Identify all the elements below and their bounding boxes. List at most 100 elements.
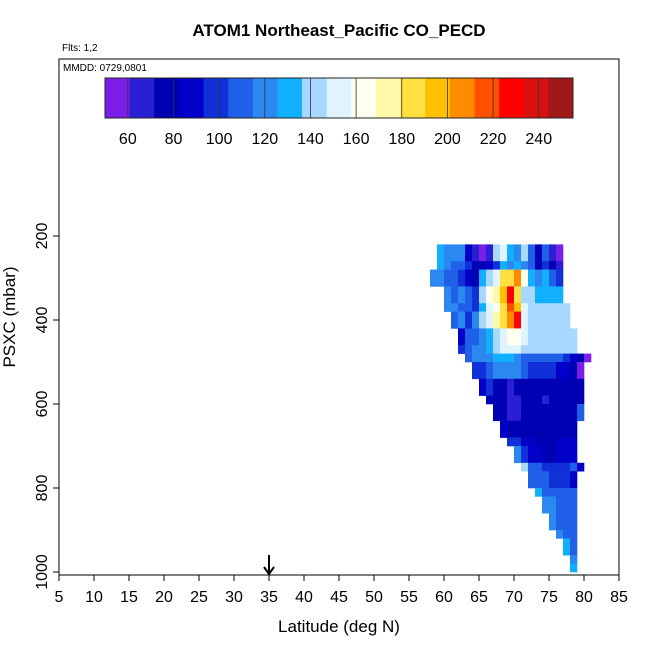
heatmap-cell <box>507 362 515 371</box>
heatmap-cell <box>500 311 508 321</box>
heatmap-cell <box>521 336 529 346</box>
heatmap-cell <box>451 294 459 304</box>
heatmap-cell <box>507 320 515 329</box>
heatmap-cell <box>451 320 459 329</box>
heatmap-cell <box>549 437 557 447</box>
heatmap-cell <box>563 437 571 447</box>
heatmap-cell <box>549 353 557 363</box>
heatmap-cell <box>500 278 508 287</box>
heatmap-cell <box>479 244 487 254</box>
heatmap-cell <box>479 378 487 388</box>
heatmap-cell <box>507 294 515 304</box>
heatmap-cell <box>577 462 585 472</box>
heatmap-cell <box>563 353 571 363</box>
heatmap-cell <box>556 353 564 363</box>
heatmap-cell <box>556 513 564 522</box>
heatmap-cell <box>507 303 515 312</box>
heatmap-cell <box>570 546 578 556</box>
heatmap-cell <box>563 521 571 531</box>
heatmap-cell <box>458 269 466 279</box>
heatmap-cell <box>500 404 508 413</box>
heatmap-cell <box>493 269 501 279</box>
heatmap-cell <box>514 278 522 287</box>
heatmap-cells <box>430 244 592 573</box>
heatmap-cell <box>542 311 550 321</box>
heatmap-cell <box>521 353 529 363</box>
x-tick-label: 30 <box>225 589 243 606</box>
x-tick-label: 65 <box>470 589 488 606</box>
heatmap-cell <box>486 362 494 371</box>
heatmap-cell <box>549 362 557 371</box>
heatmap-cell <box>549 513 557 522</box>
heatmap-cell <box>479 278 487 287</box>
heatmap-cell <box>563 303 571 312</box>
heatmap-cell <box>444 303 452 312</box>
heatmap-cell <box>486 278 494 287</box>
heatmap-cell <box>563 328 571 338</box>
heatmap-cell <box>570 454 578 464</box>
heatmap-cell <box>570 328 578 338</box>
heatmap-cell <box>528 320 536 329</box>
heatmap-cell <box>542 404 550 413</box>
heatmap-cell <box>542 269 550 279</box>
heatmap-cell <box>479 370 487 380</box>
heatmap-cell <box>486 244 494 254</box>
heatmap-cell <box>507 261 515 270</box>
heatmap-cell <box>430 278 438 287</box>
colorbar-swatch <box>129 78 155 118</box>
heatmap-cell <box>528 437 536 447</box>
heatmap-cell <box>486 303 494 312</box>
heatmap-cell <box>493 387 501 396</box>
x-tick-label: 85 <box>610 589 628 606</box>
colorbar-swatch <box>400 78 426 118</box>
heatmap-cell <box>535 244 543 254</box>
heatmap-cell <box>577 362 585 371</box>
heatmap-cell <box>437 261 445 270</box>
heatmap-cell <box>542 244 550 254</box>
heatmap-cell <box>500 420 508 430</box>
heatmap-cell <box>444 252 452 262</box>
colorbar-swatch <box>105 78 131 118</box>
heatmap-cell <box>549 479 557 489</box>
heatmap-cell <box>500 412 508 422</box>
heatmap-cell <box>570 513 578 522</box>
heatmap-cell <box>563 395 571 405</box>
heatmap-cell <box>570 479 578 489</box>
heatmap-cell <box>465 328 473 338</box>
heatmap-cell <box>521 362 529 371</box>
heatmap-cell <box>500 378 508 388</box>
heatmap-cell <box>542 504 550 514</box>
heatmap-cell <box>521 395 529 405</box>
heatmap-cell <box>542 362 550 371</box>
heatmap-cell <box>549 378 557 388</box>
colorbar-swatch <box>499 78 525 118</box>
heatmap-cell <box>549 471 557 480</box>
heatmap-cell <box>577 370 585 380</box>
heatmap-cell <box>451 269 459 279</box>
heatmap-cell <box>493 294 501 304</box>
heatmap-cell <box>528 429 536 438</box>
heatmap-cell <box>535 328 543 338</box>
heatmap-cell <box>542 353 550 363</box>
heatmap-cell <box>535 269 543 279</box>
heatmap-cell <box>451 244 459 254</box>
heatmap-cell <box>563 387 571 396</box>
heatmap-cell <box>535 404 543 413</box>
heatmap-cell <box>535 294 543 304</box>
heatmap-cell <box>514 446 522 455</box>
heatmap-cell <box>493 261 501 270</box>
heatmap-cell <box>542 437 550 447</box>
heatmap-cell <box>542 370 550 380</box>
heatmap-cell <box>535 252 543 262</box>
heatmap-cell <box>563 404 571 413</box>
heatmap-cell <box>577 395 585 405</box>
heatmap-cell <box>458 303 466 312</box>
heatmap-cell <box>472 286 480 296</box>
heatmap-cell <box>437 269 445 279</box>
colorbar-swatch <box>203 78 229 118</box>
heatmap-cell <box>528 378 536 388</box>
heatmap-cell <box>521 252 529 262</box>
marker-head <box>263 566 275 576</box>
heatmap-cell <box>514 437 522 447</box>
heatmap-cell <box>556 437 564 447</box>
